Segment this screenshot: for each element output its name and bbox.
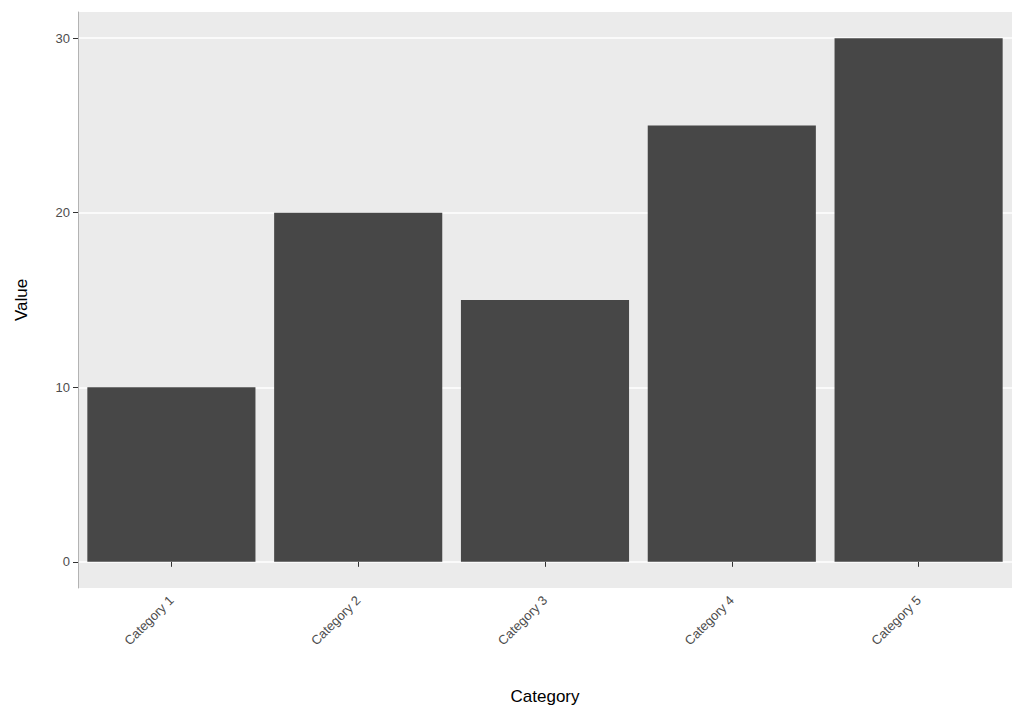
svg-text:Category 2: Category 2: [308, 593, 364, 649]
svg-text:Category 3: Category 3: [495, 593, 551, 649]
svg-text:Category: Category: [511, 687, 580, 706]
svg-text:Category 5: Category 5: [868, 593, 924, 649]
svg-text:30: 30: [56, 31, 70, 46]
svg-text:20: 20: [56, 205, 70, 220]
svg-text:Category 4: Category 4: [682, 593, 738, 649]
svg-text:Value: Value: [12, 279, 31, 321]
svg-text:10: 10: [56, 380, 70, 395]
svg-text:0: 0: [63, 554, 70, 569]
svg-text:Category 1: Category 1: [121, 593, 177, 649]
